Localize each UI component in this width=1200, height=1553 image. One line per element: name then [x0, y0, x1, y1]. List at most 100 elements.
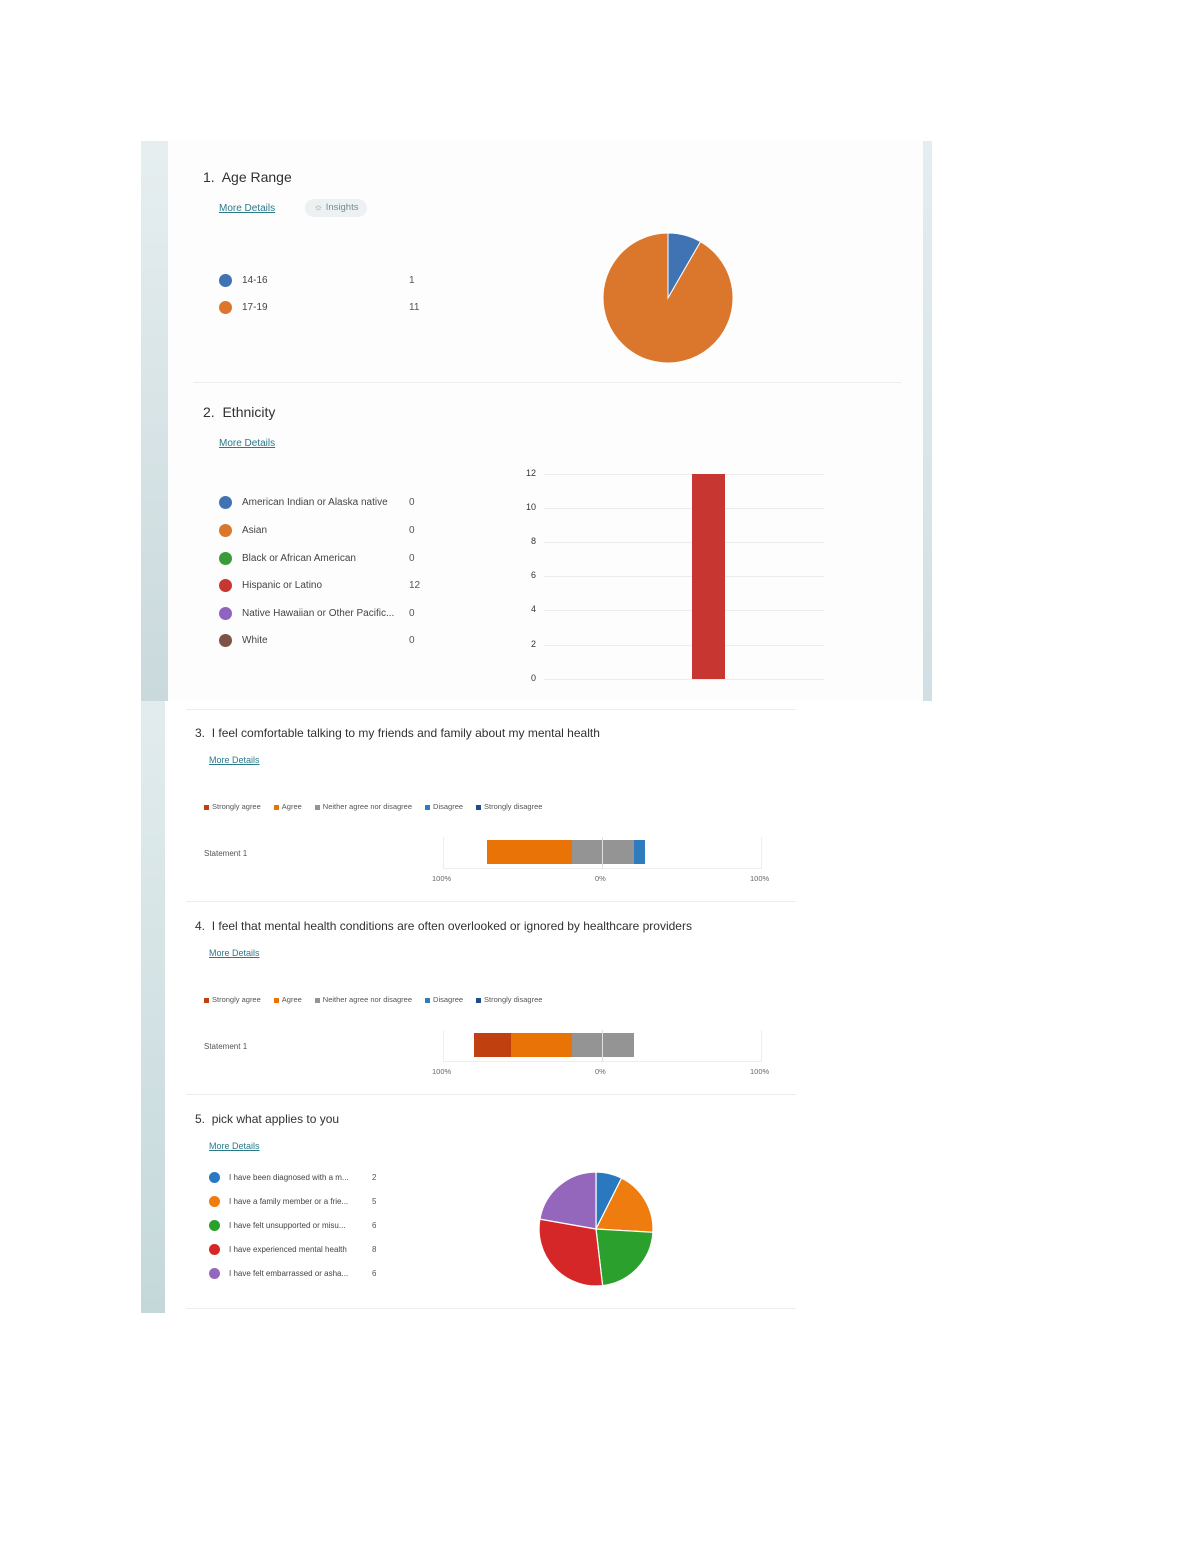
pie-slice-family-member[interactable] — [595, 1177, 654, 1233]
gridline — [544, 610, 824, 611]
legend-label: Agree — [281, 802, 302, 811]
bar-hispanic-or-latino[interactable] — [692, 474, 725, 679]
insights-button[interactable]: ☼ Insights — [305, 199, 368, 217]
pie-slice-experienced-mental-health[interactable] — [538, 1218, 604, 1287]
section-divider — [193, 382, 901, 383]
legend-count: 2 — [372, 1173, 377, 1182]
age-range-pie-chart — [602, 232, 734, 364]
legend-count: 5 — [372, 1197, 377, 1206]
legend-item: I have experienced mental health 8 — [209, 1244, 379, 1255]
legend-count: 6 — [372, 1269, 377, 1278]
segment-neutral[interactable] — [572, 840, 634, 864]
side-strip-right — [923, 141, 932, 701]
legend-item: American Indian or Alaska native 0 — [219, 496, 419, 509]
segment-strongly-agree[interactable] — [474, 1033, 511, 1057]
legend-item: I have felt embarrassed or asha... 6 — [209, 1268, 379, 1279]
legend-item: Native Hawaiian or Other Pacific... 0 — [219, 607, 419, 620]
legend-label: Strongly agree — [212, 995, 261, 1004]
legend-item: Black or African American 0 — [219, 552, 419, 565]
legend-count: 0 — [409, 608, 415, 619]
legend-label: I have experienced mental health — [229, 1245, 347, 1254]
more-details-link[interactable]: More Details — [219, 203, 276, 214]
legend-item: Hispanic or Latino 12 — [219, 579, 420, 592]
question-4-title: 4. I feel that mental health conditions … — [195, 919, 692, 933]
question-number: 3. — [195, 726, 206, 740]
legend-count: 8 — [372, 1245, 377, 1254]
more-details-link[interactable]: More Details — [209, 1141, 260, 1151]
pie-slice-17-19[interactable] — [602, 232, 734, 364]
question-number: 4. — [195, 919, 206, 933]
axis-tick: 0% — [595, 874, 606, 883]
legend-label: Strongly disagree — [484, 995, 543, 1004]
legend-color-dot — [219, 552, 232, 565]
legend-count: 0 — [409, 553, 415, 564]
legend-color-dot — [209, 1220, 220, 1231]
legend-swatch — [476, 804, 482, 810]
legend-item-disagree: Disagree — [425, 802, 463, 811]
legend-color-dot — [219, 634, 232, 647]
question-1-title: 1. Age Range — [203, 169, 292, 185]
statement-label: Statement 1 — [204, 1042, 248, 1051]
question-text: I feel comfortable talking to my friends… — [211, 726, 600, 740]
more-details-link[interactable]: More Details — [209, 948, 260, 958]
legend-color-dot — [209, 1244, 220, 1255]
legend-color-dot — [219, 579, 232, 592]
side-strip-left — [141, 141, 168, 701]
legend-swatch — [476, 997, 482, 1003]
legend-label: Disagree — [433, 802, 464, 811]
more-details-link[interactable]: More Details — [209, 755, 260, 765]
axis-tick: 100% — [750, 1067, 770, 1076]
lightbulb-icon: ☼ — [314, 202, 323, 213]
gridline — [544, 576, 824, 577]
legend-item-agree: Agree — [273, 802, 302, 811]
question-text: Ethnicity — [222, 404, 276, 420]
legend-item-strongly-agree: Strongly agree — [204, 995, 261, 1004]
legend-label: Strongly agree — [212, 802, 261, 811]
statement-label: Statement 1 — [204, 849, 248, 858]
legend-count: 11 — [409, 302, 420, 313]
legend-item: 17-19 11 — [219, 301, 419, 314]
question-number: 2. — [203, 404, 215, 420]
legend-label: Neither agree nor disagree — [322, 802, 413, 811]
pie-slice-felt-embarrassed[interactable] — [539, 1171, 597, 1230]
axis-tick: 100% — [432, 874, 452, 883]
legend-label: Asian — [242, 525, 268, 536]
segment-agree[interactable] — [487, 840, 572, 864]
segment-agree[interactable] — [511, 1033, 572, 1057]
gridline — [544, 679, 824, 680]
legend-item-neutral: Neither agree nor disagree — [314, 802, 413, 811]
legend-count: 1 — [409, 275, 415, 286]
legend-swatch — [314, 997, 320, 1003]
question-3-title: 3. I feel comfortable talking to my frie… — [195, 726, 600, 740]
legend-item: I have been diagnosed with a m... 2 — [209, 1172, 379, 1183]
y-tick: 2 — [530, 639, 536, 649]
pie-slice-felt-unsupported[interactable] — [595, 1228, 654, 1287]
legend-label: Hispanic or Latino — [242, 580, 323, 591]
legend-color-dot — [219, 274, 232, 287]
more-details-link[interactable]: More Details — [219, 438, 276, 449]
legend-item: 14-16 1 — [219, 274, 419, 287]
likert-legend: Strongly agree Agree Neither agree nor d… — [204, 995, 542, 1004]
legend-count: 0 — [409, 635, 415, 646]
legend-swatch — [204, 804, 209, 810]
legend-label: 17-19 — [242, 302, 268, 313]
y-tick: 10 — [525, 502, 536, 512]
legend-item-neutral: Neither agree nor disagree — [314, 995, 412, 1004]
question-number: 1. — [203, 169, 215, 185]
legend-swatch — [273, 804, 279, 810]
axis-tick: 100% — [750, 874, 770, 883]
forms-summary-panel-bottom: 3. I feel comfortable talking to my frie… — [141, 701, 801, 1313]
zero-line — [602, 1030, 603, 1062]
section-divider — [186, 1308, 796, 1309]
y-tick: 12 — [525, 468, 536, 478]
legend-item-strongly-disagree: Strongly disagree — [476, 995, 542, 1004]
legend-color-dot — [219, 524, 232, 537]
zero-line — [602, 837, 603, 869]
legend-label: Native Hawaiian or Other Pacific... — [242, 608, 395, 619]
segment-neutral[interactable] — [572, 1033, 634, 1057]
legend-swatch — [273, 997, 279, 1003]
legend-label: White — [242, 635, 268, 646]
segment-disagree[interactable] — [634, 840, 645, 864]
section-divider — [186, 901, 796, 902]
gridline — [544, 508, 824, 509]
